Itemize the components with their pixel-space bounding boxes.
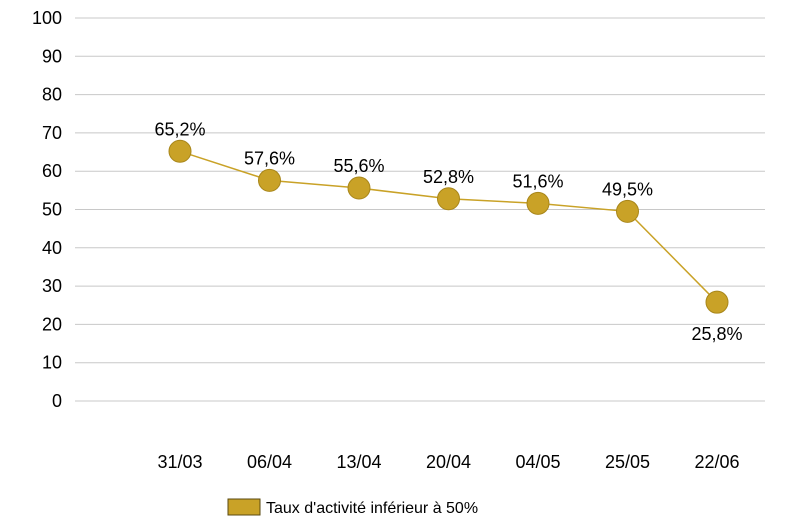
y-tick-label-100: 100 <box>32 8 62 28</box>
data-point-06-04 <box>258 168 281 192</box>
data-label-31-03: 65,2% <box>154 119 205 139</box>
grid-lines <box>75 17 765 402</box>
legend-swatch <box>227 498 261 516</box>
y-tick-label-70: 70 <box>42 123 62 143</box>
data-point-22-06 <box>705 290 729 314</box>
data-points <box>168 139 729 314</box>
legend-label: Taux d'activité inférieur à 50% <box>266 500 478 517</box>
x-tick-label-13-04: 13/04 <box>336 452 381 472</box>
y-tick-label-30: 30 <box>42 276 62 296</box>
y-tick-label-40: 40 <box>42 238 62 258</box>
data-label-06-04: 57,6% <box>244 148 295 168</box>
legend: Taux d'activité inférieur à 50% <box>227 498 478 517</box>
x-tick-label-31-03: 31/03 <box>157 452 202 472</box>
y-tick-label-80: 80 <box>42 85 62 105</box>
data-point-20-04 <box>437 187 460 211</box>
data-label-20-04: 52,8% <box>423 167 474 187</box>
data-point-04-05 <box>526 191 550 215</box>
data-label-25-05: 49,5% <box>602 179 653 199</box>
x-tick-label-04-05: 04/05 <box>515 452 560 472</box>
data-label-22-06: 25,8% <box>691 324 742 344</box>
x-tick-label-06-04: 06/04 <box>247 452 292 472</box>
y-tick-label-60: 60 <box>42 161 62 181</box>
y-tick-label-0: 0 <box>52 391 62 411</box>
y-tick-label-50: 50 <box>42 200 62 220</box>
y-tick-label-20: 20 <box>42 314 62 334</box>
y-tick-label-90: 90 <box>42 46 62 66</box>
data-point-31-03 <box>168 139 192 163</box>
x-tick-label-22-06: 22/06 <box>694 452 739 472</box>
data-labels: 65,2% 57,6% 55,6% 52,8% 51,6% 49,5% 25,8% <box>154 119 742 344</box>
data-point-25-05 <box>616 199 639 223</box>
x-tick-label-20-04: 20/04 <box>426 452 471 472</box>
data-point-13-04 <box>347 176 371 200</box>
y-axis-tick-labels: 0 10 20 30 40 50 60 70 80 90 100 <box>32 8 62 411</box>
data-label-13-04: 55,6% <box>333 156 384 176</box>
x-tick-label-25-05: 25/05 <box>605 452 650 472</box>
data-label-04-05: 51,6% <box>512 171 563 191</box>
y-tick-label-10: 10 <box>42 353 62 373</box>
x-axis-tick-labels: 31/03 06/04 13/04 20/04 04/05 25/05 22/06 <box>157 452 739 472</box>
